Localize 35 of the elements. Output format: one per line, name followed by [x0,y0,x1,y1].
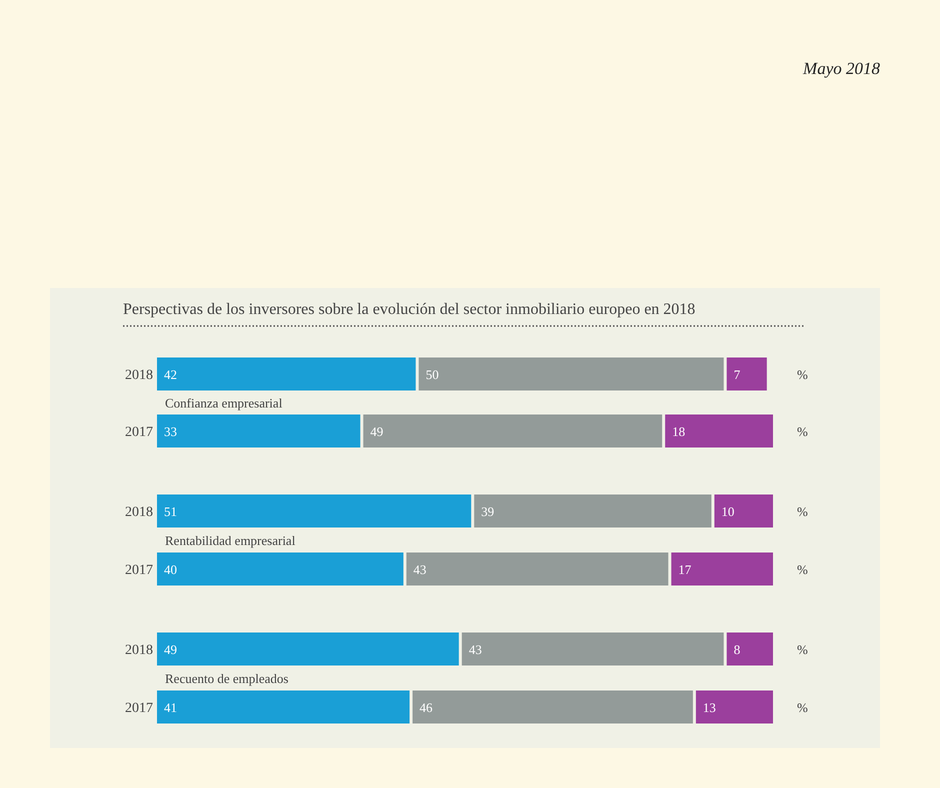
data-label: 49 [164,642,177,657]
annotation: Rentabilidad empresarial [165,533,296,548]
y-tick-label: 2018 [125,505,153,520]
text: % [797,642,808,657]
data-label: 46 [420,700,434,715]
data-label: 7 [734,367,741,382]
y-tick-label: 2018 [125,368,153,383]
data-label: 8 [734,642,740,657]
text: % [797,700,808,715]
data-label: 17 [678,562,692,577]
annotation: Recuento de empleados [165,671,288,686]
text: % [797,562,808,577]
data-label: 49 [370,424,384,439]
data-label: 42 [164,367,177,382]
annotation: Confianza empresarial [165,396,283,410]
data-label: 51 [164,504,177,519]
data-label: 43 [468,642,482,657]
text: Mayo 2018 [802,59,880,78]
data-label: 18 [672,424,686,439]
data-label: 43 [413,562,426,577]
y-tick-label: 2017 [125,563,153,578]
data-label: 10 [721,504,734,519]
text: % [797,424,808,439]
x-axis-title: % [797,367,808,382]
data-label: 33 [164,424,177,439]
data-label: 39 [481,504,494,519]
text: % [797,504,808,519]
data-label: 13 [702,700,716,715]
y-tick-label: 2017 [125,701,153,716]
chart-title: Perspectivas de los inversores sobre la evolución del sector inmobiliario europeo en 2018 [123,301,696,318]
y-tick-label: 2018 [125,643,153,658]
data-label: 40 [164,562,177,577]
y-tick-label: 2017 [125,425,153,440]
data-label: 50 [426,367,439,382]
data-label: 41 [164,700,177,715]
